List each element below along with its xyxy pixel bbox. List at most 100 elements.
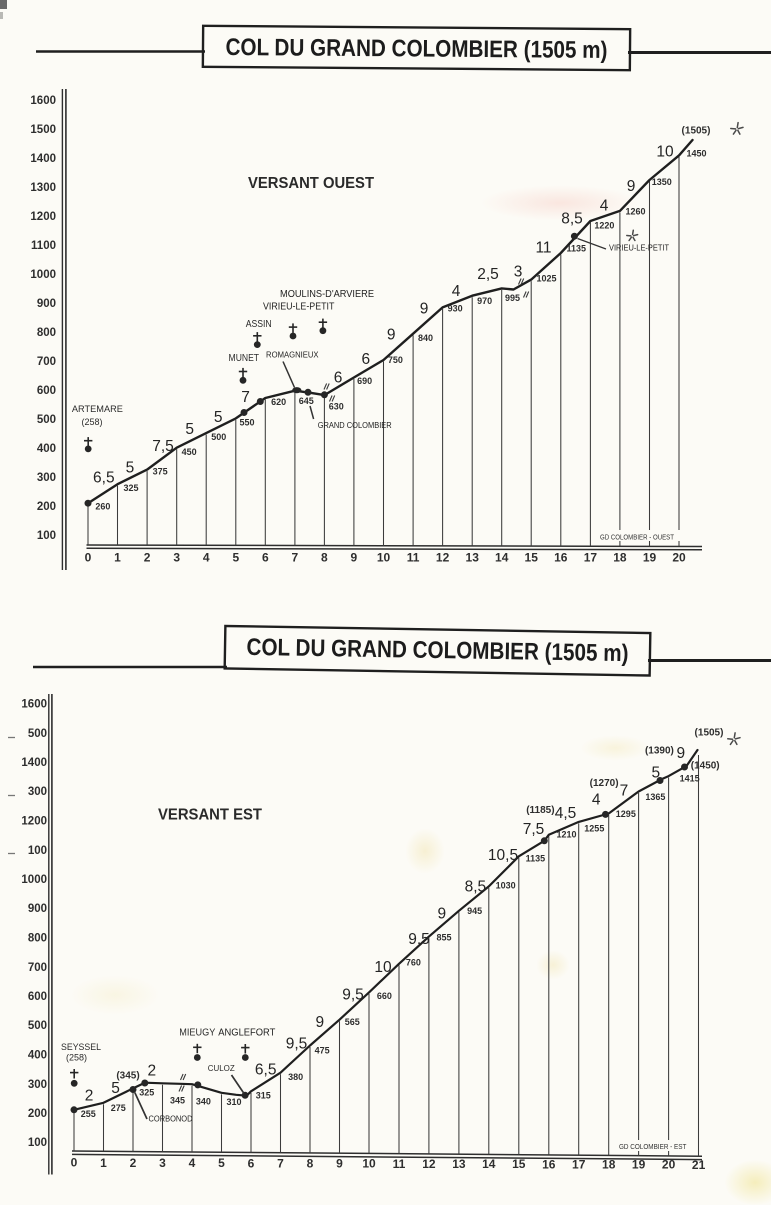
- svg-text:1135: 1135: [567, 244, 587, 254]
- svg-text:7: 7: [292, 551, 299, 565]
- svg-text:19: 19: [643, 551, 657, 565]
- svg-text:(1450): (1450): [691, 761, 720, 772]
- svg-text:12: 12: [436, 551, 450, 565]
- svg-text:200: 200: [28, 1108, 47, 1120]
- svg-text:(1390): (1390): [645, 746, 674, 757]
- svg-text:7,5: 7,5: [523, 821, 545, 838]
- svg-text:620: 620: [271, 397, 286, 407]
- svg-text:1260: 1260: [626, 207, 646, 217]
- svg-text:MUNET: MUNET: [229, 353, 260, 364]
- svg-text:(1185): (1185): [526, 805, 554, 816]
- svg-text:1295: 1295: [616, 809, 636, 819]
- svg-text:17: 17: [572, 1157, 586, 1171]
- svg-text:900: 900: [28, 903, 47, 915]
- svg-text:325: 325: [139, 1088, 154, 1098]
- svg-text:ANGLEFORT: ANGLEFORT: [218, 1028, 275, 1039]
- svg-text:100: 100: [28, 1137, 47, 1149]
- svg-text:4: 4: [189, 1156, 196, 1170]
- svg-text:10: 10: [374, 959, 392, 976]
- svg-text:10: 10: [656, 144, 674, 161]
- svg-text:700: 700: [28, 962, 47, 974]
- svg-text:3: 3: [173, 551, 180, 565]
- svg-text:COL DU GRAND COLOMBIER (1505 m: COL DU GRAND COLOMBIER (1505 m): [225, 34, 607, 64]
- svg-text:400: 400: [37, 443, 56, 455]
- svg-text:(1505): (1505): [695, 728, 724, 739]
- svg-text:2: 2: [130, 1156, 137, 1170]
- svg-text:10,5: 10,5: [488, 847, 518, 864]
- svg-text:7: 7: [241, 389, 250, 406]
- svg-text:MIEUGY: MIEUGY: [179, 1028, 215, 1039]
- svg-text:1030: 1030: [496, 881, 516, 891]
- svg-text:7: 7: [277, 1156, 284, 1170]
- svg-text:13: 13: [466, 551, 480, 565]
- svg-text:21: 21: [692, 1158, 706, 1172]
- svg-text:690: 690: [357, 376, 372, 386]
- svg-text:CULOZ: CULOZ: [208, 1063, 235, 1073]
- svg-text:5: 5: [111, 1080, 120, 1097]
- svg-text:1: 1: [100, 1156, 107, 1170]
- svg-text:GD COLOMBIER - EST: GD COLOMBIER - EST: [619, 1144, 687, 1151]
- svg-text:SEYSSEL: SEYSSEL: [61, 1042, 101, 1053]
- svg-text:5: 5: [218, 1156, 225, 1170]
- svg-text:5: 5: [214, 409, 223, 426]
- svg-text:1210: 1210: [557, 830, 577, 840]
- svg-text:COL DU GRAND COLOMBIER (1505 m: COL DU GRAND COLOMBIER (1505 m): [246, 634, 628, 667]
- svg-text:1220: 1220: [594, 221, 614, 231]
- svg-text:4: 4: [592, 791, 601, 808]
- svg-text:10: 10: [377, 551, 391, 565]
- svg-text:ARTEMARE: ARTEMARE: [72, 404, 123, 415]
- svg-text:19: 19: [632, 1158, 646, 1172]
- svg-text:275: 275: [111, 1103, 126, 1113]
- svg-text:450: 450: [182, 447, 197, 457]
- svg-text:1135: 1135: [526, 854, 546, 864]
- svg-text:1350: 1350: [652, 177, 672, 187]
- svg-text:300: 300: [37, 472, 56, 484]
- svg-text:9,5: 9,5: [286, 1036, 308, 1053]
- svg-text:VIRIEU-LE-PETIT: VIRIEU-LE-PETIT: [263, 302, 335, 313]
- svg-text:100: 100: [28, 845, 47, 857]
- svg-text:750: 750: [388, 355, 403, 365]
- svg-text:9: 9: [351, 551, 358, 565]
- svg-text:8,5: 8,5: [465, 879, 487, 896]
- svg-text:(345): (345): [116, 1071, 139, 1082]
- svg-text:ROMAGNIEUX: ROMAGNIEUX: [266, 350, 319, 360]
- svg-text:11: 11: [535, 240, 551, 257]
- svg-text:375: 375: [153, 467, 168, 477]
- svg-text:1255: 1255: [584, 824, 604, 834]
- svg-text:1450: 1450: [687, 149, 707, 159]
- svg-text:260: 260: [95, 502, 110, 512]
- svg-text:GRAND COLOMBIER: GRAND COLOMBIER: [318, 420, 392, 430]
- svg-text:1415: 1415: [680, 774, 700, 784]
- svg-text:2,5: 2,5: [477, 266, 499, 283]
- svg-text:18: 18: [613, 551, 627, 565]
- svg-text:5: 5: [126, 460, 135, 477]
- svg-text:(1270): (1270): [590, 778, 619, 789]
- svg-text:930: 930: [448, 304, 463, 314]
- svg-text:995: 995: [505, 293, 520, 303]
- svg-text:3: 3: [159, 1156, 166, 1170]
- svg-text:1600: 1600: [21, 699, 47, 711]
- svg-text:18: 18: [602, 1158, 616, 1172]
- svg-text:0: 0: [85, 551, 92, 565]
- svg-text:15: 15: [525, 551, 539, 565]
- svg-text:20: 20: [672, 551, 686, 565]
- svg-text:14: 14: [482, 1157, 496, 1171]
- svg-text:6: 6: [248, 1156, 255, 1170]
- svg-text:14: 14: [495, 551, 509, 565]
- svg-text:GD COLOMBIER - OUEST: GD COLOMBIER - OUEST: [600, 535, 675, 542]
- svg-text:9: 9: [315, 1014, 324, 1031]
- svg-text:4,5: 4,5: [555, 805, 577, 822]
- svg-text:300: 300: [28, 1079, 47, 1091]
- svg-text:2: 2: [147, 1063, 156, 1080]
- svg-text:ASSIN: ASSIN: [246, 319, 272, 330]
- svg-text:1300: 1300: [30, 182, 56, 194]
- svg-text:(258): (258): [66, 1053, 87, 1063]
- svg-text:1025: 1025: [537, 274, 557, 284]
- svg-text:12: 12: [422, 1157, 436, 1171]
- svg-text:6,5: 6,5: [93, 470, 115, 487]
- svg-text:310: 310: [227, 1097, 242, 1107]
- svg-text:(258): (258): [81, 417, 102, 427]
- svg-text:1365: 1365: [645, 792, 665, 802]
- svg-text:5: 5: [232, 551, 239, 565]
- svg-text:4: 4: [203, 551, 210, 565]
